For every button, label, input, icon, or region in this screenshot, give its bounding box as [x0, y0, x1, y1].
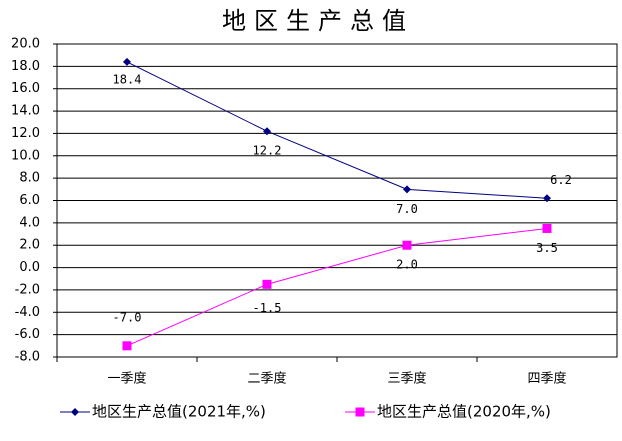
y-tick-label: -4.0: [15, 305, 40, 320]
legend-marker: [355, 407, 365, 417]
y-tick-label: 20.0: [11, 37, 40, 52]
data-label: 3.5: [536, 241, 558, 255]
data-point: [122, 341, 132, 351]
x-tick-label: 二季度: [247, 371, 286, 387]
y-tick-label: 10.0: [11, 148, 40, 163]
data-label: 6.2: [550, 173, 572, 187]
y-tick-label: 0.0: [19, 260, 40, 275]
y-tick-label: 2.0: [19, 238, 40, 253]
legend-label: 地区生产总值(2021年,%): [92, 403, 266, 421]
y-tick-label: 14.0: [11, 104, 40, 119]
y-tick-label: 16.0: [11, 81, 40, 96]
data-label: 7.0: [396, 202, 418, 216]
series-line: [126, 61, 548, 199]
data-label: -1.5: [253, 301, 282, 315]
x-tick-label: 三季度: [387, 371, 426, 387]
legend-label: 地区生产总值(2020年,%): [377, 403, 551, 421]
y-tick-label: -8.0: [15, 350, 40, 365]
data-label: -7.0: [113, 310, 142, 324]
y-tick-label: 6.0: [19, 193, 40, 208]
y-tick-label: 18.0: [11, 59, 40, 74]
y-tick-label: 8.0: [19, 171, 40, 186]
y-tick-label: -6.0: [15, 327, 40, 342]
x-tick-label: 四季度: [527, 371, 566, 387]
legend-marker: [71, 408, 79, 416]
data-label: 2.0: [396, 258, 418, 272]
y-tick-label: -2.0: [15, 282, 40, 297]
data-label: 18.4: [113, 72, 142, 86]
y-tick-label: 4.0: [19, 215, 40, 230]
chart-title: 地区生产总值: [222, 7, 414, 35]
data-point: [403, 185, 411, 194]
data-point: [543, 194, 551, 203]
data-point: [262, 279, 272, 289]
data-point: [123, 57, 131, 66]
x-tick-label: 一季度: [107, 371, 146, 387]
data-point: [263, 127, 271, 136]
y-tick-label: 12.0: [11, 126, 40, 141]
data-label: 12.2: [253, 144, 282, 158]
data-point: [542, 223, 552, 233]
data-point: [402, 240, 412, 250]
series-line: [126, 227, 548, 347]
